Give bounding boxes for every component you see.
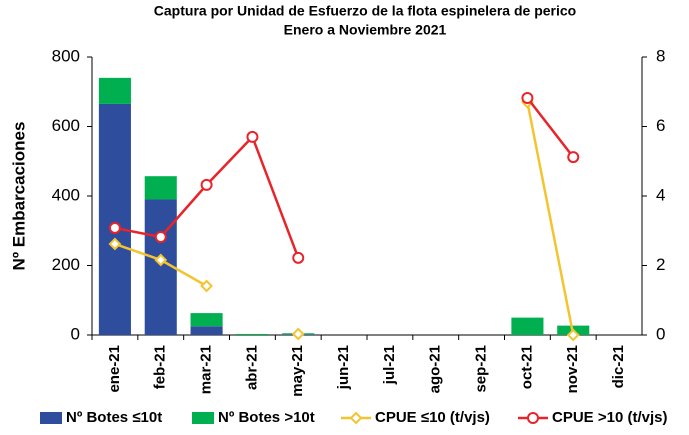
point — [108, 237, 122, 251]
y-tick-label: 0 — [71, 324, 80, 343]
bar — [511, 317, 544, 335]
point — [292, 251, 305, 264]
x-tick-label: dic-21 — [610, 345, 627, 388]
bar — [236, 333, 269, 335]
x-tick-label: ago-21 — [427, 345, 444, 393]
y2-tick-label: 4 — [656, 185, 665, 204]
bar — [190, 326, 223, 335]
x-tick-label: mar-21 — [198, 345, 215, 394]
y2-tick-label: 2 — [656, 255, 665, 274]
x-tick-label: may-21 — [289, 345, 306, 397]
legend-label: Nº Botes >10t — [218, 409, 315, 426]
legend-label: Nº Botes ≤10t — [66, 409, 162, 426]
bar — [190, 313, 223, 327]
legend-swatch — [40, 412, 62, 424]
chart-title: Captura por Unidad de Esfuerzo de la flo… — [154, 3, 576, 19]
point — [200, 178, 213, 191]
y-tick-label: 200 — [52, 255, 80, 274]
point — [154, 231, 167, 244]
line — [114, 97, 575, 259]
point — [521, 92, 534, 105]
bar — [144, 176, 177, 200]
y-tick-label: 400 — [52, 185, 80, 204]
x-tick-label: sep-21 — [473, 345, 490, 393]
x-tick-label: nov-21 — [564, 345, 581, 393]
point — [154, 253, 168, 267]
y-axis-label: Nº Embarcaciones — [9, 122, 28, 271]
x-tick-label: feb-21 — [152, 345, 169, 389]
y-tick-label: 800 — [52, 46, 80, 65]
x-tick-label: ene-21 — [106, 345, 123, 393]
point — [291, 327, 305, 341]
x-tick-label: oct-21 — [518, 345, 535, 389]
y2-tick-label: 0 — [656, 324, 665, 343]
point — [200, 279, 213, 293]
x-tick-label: abr-21 — [243, 345, 260, 390]
legend-swatch — [192, 412, 214, 424]
y2-tick-label: 8 — [656, 46, 665, 65]
bar — [98, 77, 131, 104]
x-tick-label: jun-21 — [335, 345, 352, 390]
chart-subtitle: Enero a Noviembre 2021 — [284, 22, 447, 38]
point — [567, 151, 580, 164]
legend-label: CPUE ≤10 (t/vjs) — [375, 409, 490, 426]
y-tick-label: 600 — [52, 116, 80, 135]
x-tick-label: jul-21 — [381, 345, 398, 385]
point — [246, 130, 259, 143]
line — [114, 101, 575, 336]
legend-marker — [349, 411, 363, 425]
y2-tick-label: 6 — [656, 116, 665, 135]
point — [108, 221, 121, 234]
legend-label: CPUE >10 (t/vjs) — [552, 409, 667, 426]
point — [566, 328, 580, 342]
legend-marker — [527, 412, 539, 424]
bar — [98, 103, 131, 335]
